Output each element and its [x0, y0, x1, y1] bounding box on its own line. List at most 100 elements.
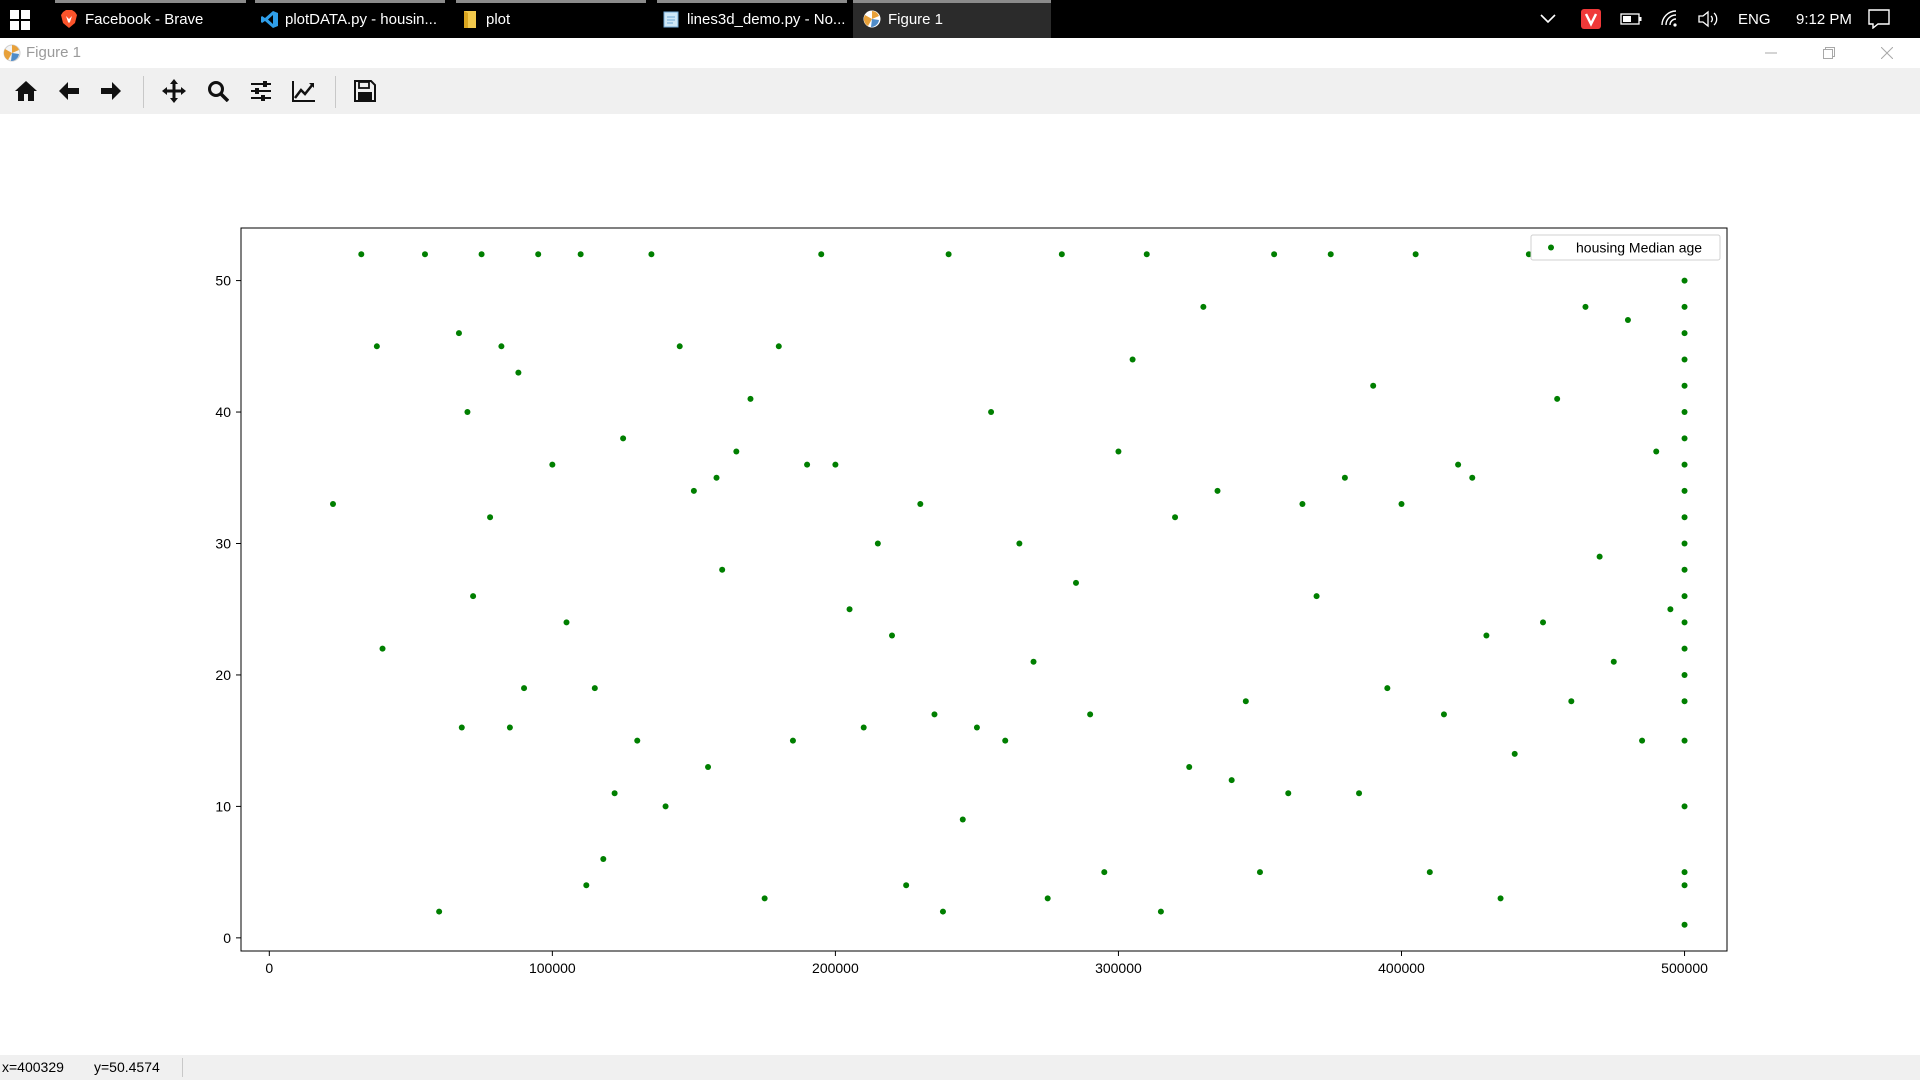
scatter-point — [583, 882, 590, 889]
x-tick-label: 400000 — [1378, 960, 1425, 976]
scatter-point — [549, 461, 556, 468]
scatter-point — [1681, 435, 1688, 442]
volume-icon[interactable] — [1698, 0, 1720, 38]
vivaldi-tray-icon[interactable] — [1581, 0, 1601, 38]
scatter-point — [1271, 251, 1278, 258]
minimize-button[interactable] — [1748, 38, 1794, 68]
scatter-point — [1681, 921, 1688, 928]
cursor-y-readout: y=50.4574 — [94, 1059, 160, 1075]
scatter-point — [1681, 882, 1688, 889]
scatter-point — [1129, 356, 1136, 363]
scatter-point — [1313, 593, 1320, 600]
scatter-point — [591, 685, 598, 692]
scatter-point — [1653, 448, 1660, 455]
scatter-point — [1596, 553, 1603, 560]
scatter-point — [1044, 895, 1051, 902]
scatter-point — [1582, 303, 1589, 310]
y-tick-label: 0 — [223, 930, 231, 946]
scatter-point — [1242, 698, 1249, 705]
scatter-point — [611, 790, 618, 797]
folder-icon — [461, 10, 479, 28]
wifi-icon[interactable] — [1660, 0, 1680, 38]
clock[interactable]: 9:12 PM — [1796, 10, 1852, 28]
battery-icon[interactable] — [1620, 0, 1642, 38]
scatter-point — [713, 474, 720, 481]
scatter-point — [1667, 606, 1674, 613]
scatter-point — [373, 343, 380, 350]
scatter-point — [1299, 501, 1306, 508]
scatter-point — [917, 501, 924, 508]
scatter-point — [1016, 540, 1023, 547]
scatter-point — [1681, 409, 1688, 416]
taskbar-item-brave[interactable]: Facebook - Brave — [55, 0, 246, 38]
tray-overflow-chevron-icon[interactable] — [1540, 0, 1556, 38]
edit-axis-icon[interactable] — [291, 78, 317, 104]
scatter-point — [846, 606, 853, 613]
scatter-point — [458, 724, 465, 731]
taskbar-item-figure[interactable]: Figure 1 — [853, 0, 1051, 38]
pan-icon[interactable] — [161, 78, 187, 104]
taskbar-item-explorer[interactable]: plot — [456, 0, 646, 38]
scatter-point — [1115, 448, 1122, 455]
scatter-point — [1228, 777, 1235, 784]
scatter-point — [1681, 593, 1688, 600]
scatter-point — [931, 711, 938, 718]
y-axis: 0 10 20 30 40 50 — [215, 273, 241, 946]
scatter-point — [1370, 382, 1377, 389]
taskbar-item-notepad[interactable]: lines3d_demo.py - No... — [657, 0, 847, 38]
scatter-point — [620, 435, 627, 442]
scatter-point — [1681, 540, 1688, 547]
scatter-point — [329, 501, 336, 508]
taskbar-item-label: lines3d_demo.py - No... — [687, 10, 846, 28]
scatter-point — [1681, 487, 1688, 494]
matplotlib-icon — [3, 44, 21, 62]
scatter-point — [889, 632, 896, 639]
taskbar: Facebook - Brave plotDATA.py - housin...… — [0, 0, 1920, 38]
scatter-point — [1681, 698, 1688, 705]
legend: housing Median age — [1530, 234, 1721, 261]
scatter-point — [1639, 737, 1646, 744]
scatter-point — [676, 343, 683, 350]
scatter-point — [1681, 645, 1688, 652]
save-icon[interactable] — [352, 78, 378, 104]
scatter-point — [874, 540, 881, 547]
scatter-point — [1440, 711, 1447, 718]
scatter-point — [478, 251, 485, 258]
toolbar-separator — [335, 76, 336, 108]
y-tick-label: 50 — [215, 273, 231, 289]
figure-background — [0, 114, 1920, 1055]
scatter-point — [1285, 790, 1292, 797]
scatter-point — [1681, 803, 1688, 810]
home-icon[interactable] — [13, 78, 39, 104]
window-titlebar[interactable]: Figure 1 — [0, 38, 1920, 68]
scatter-point — [973, 724, 980, 731]
zoom-icon[interactable] — [205, 78, 231, 104]
status-separator — [182, 1058, 183, 1077]
scatter-point — [1200, 303, 1207, 310]
language-indicator[interactable]: ENG — [1738, 10, 1771, 28]
x-axis: 0 100000 200000 300000 400000 500000 — [265, 951, 1708, 976]
vscode-icon — [260, 10, 278, 28]
back-arrow-icon[interactable] — [56, 78, 82, 104]
scatter-plot[interactable]: 0 100000 200000 300000 400000 500000 0 10 20 30 4… — [0, 114, 1920, 1055]
y-tick-label: 40 — [215, 404, 231, 420]
restore-button[interactable] — [1806, 38, 1852, 68]
scatter-point — [1681, 671, 1688, 678]
notifications-icon[interactable] — [1868, 0, 1890, 38]
windows-start-icon[interactable] — [10, 10, 30, 30]
taskbar-item-label: plotDATA.py - housin... — [285, 10, 438, 28]
scatter-point — [662, 803, 669, 810]
scatter-point — [1497, 895, 1504, 902]
taskbar-item-vscode[interactable]: plotDATA.py - housin... — [255, 0, 445, 38]
scatter-point — [775, 343, 782, 350]
forward-arrow-icon[interactable] — [98, 78, 124, 104]
close-button[interactable] — [1864, 38, 1910, 68]
scatter-point — [1681, 382, 1688, 389]
scatter-point — [1384, 685, 1391, 692]
navigation-toolbar — [0, 68, 1920, 115]
axes-frame — [240, 227, 1728, 952]
subplots-config-icon[interactable] — [248, 78, 274, 104]
scatter-point — [1072, 579, 1079, 586]
y-tick-label: 10 — [215, 798, 231, 814]
scatter-point — [648, 251, 655, 258]
